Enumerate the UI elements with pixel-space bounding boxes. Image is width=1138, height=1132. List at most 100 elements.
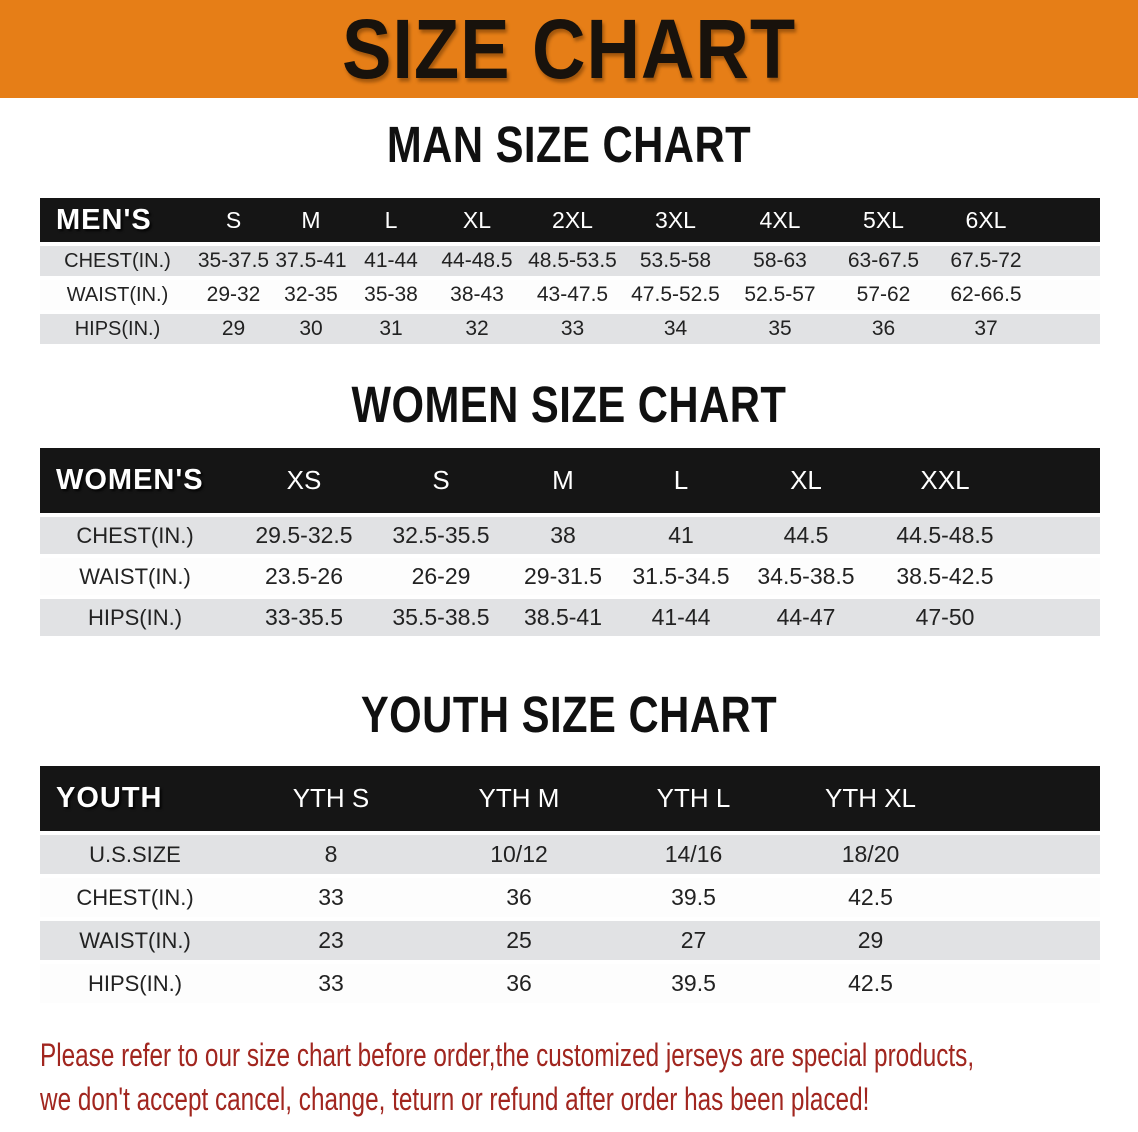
filler-cell — [1018, 517, 1100, 554]
table-row: HIPS(IN.) 33 36 39.5 42.5 — [40, 964, 1100, 1003]
table-cell: 37.5-41 — [275, 249, 347, 272]
row-label: HIPS(IN.) — [87, 970, 183, 996]
table-cell: 29 — [221, 317, 246, 340]
table-cell: 31 — [379, 317, 403, 340]
disclaimer-note: Please refer to our size chart before or… — [40, 1033, 1138, 1121]
table-row: U.S.SIZE 8 10/12 14/16 18/20 — [40, 835, 1100, 874]
header-row: WOMEN'S XS S M L XL XXL — [40, 448, 1100, 513]
table-cell: 44.5-48.5 — [896, 522, 994, 548]
table-cell: 44-48.5 — [441, 249, 513, 272]
table-row: WAIST(IN.) 23.5-26 26-29 29-31.5 31.5-34.5 34… — [40, 558, 1100, 595]
man-section-title: MAN SIZE CHART — [386, 117, 752, 174]
table-cell: 33 — [318, 884, 344, 910]
table-corner-label: MEN'S — [56, 203, 152, 236]
table-cell: 18/20 — [841, 841, 900, 867]
row-label: CHEST(IN.) — [76, 884, 194, 910]
table-corner-label: YOUTH — [56, 782, 163, 814]
filler-cell — [960, 921, 1100, 960]
table-row: WAIST(IN.) 23 25 27 29 — [40, 921, 1100, 960]
table-cell: 31.5-34.5 — [632, 563, 730, 589]
row-label: CHEST(IN.) — [64, 249, 171, 272]
table-cell: 43-47.5 — [536, 283, 609, 306]
column-header: 5XL — [863, 206, 904, 233]
column-header: XL — [462, 206, 492, 233]
table-cell: 27 — [680, 927, 707, 953]
table-row: CHEST(IN.) 33 36 39.5 42.5 — [40, 878, 1100, 917]
table-cell: 29-32 — [206, 283, 261, 306]
column-header: M — [301, 206, 321, 233]
table-cell: 38-43 — [450, 283, 504, 306]
table-cell: 26-29 — [411, 563, 471, 589]
row-label: U.S.SIZE — [89, 841, 181, 867]
column-header: XL — [790, 465, 822, 495]
column-header: 3XL — [655, 206, 696, 233]
banner: SIZE CHART — [0, 0, 1138, 98]
filler-cell — [1037, 314, 1100, 344]
table-cell: 32 — [465, 317, 489, 340]
table-cell: 29 — [857, 927, 884, 953]
table-cell: 36 — [871, 317, 896, 340]
column-header: XS — [286, 465, 322, 495]
filler-cell — [1018, 448, 1100, 513]
table-cell: 47.5-52.5 — [631, 283, 720, 306]
column-header: YTH M — [478, 783, 560, 813]
table-cell: 41 — [668, 522, 694, 548]
table-row: CHEST(IN.) 35-37.5 37.5-41 41-44 44-48.5 48.5… — [40, 246, 1100, 276]
row-label: WAIST(IN.) — [66, 283, 169, 306]
table-cell: 35-37.5 — [197, 249, 270, 272]
table-cell: 42.5 — [848, 970, 893, 996]
column-header: L — [384, 206, 398, 233]
filler-cell — [1037, 246, 1100, 276]
table-cell: 10/12 — [490, 841, 548, 867]
table-cell: 57-62 — [856, 283, 911, 306]
column-header: M — [552, 465, 574, 495]
table-cell: 29.5-32.5 — [255, 522, 353, 548]
row-label: HIPS(IN.) — [74, 317, 161, 340]
filler-cell — [960, 964, 1100, 1003]
youth-size-table: YOUTH YTH S YTH M YTH L YTH XL U.S.SIZE 8 10/12… — [40, 762, 1100, 1007]
women-size-table: WOMEN'S XS S M L XL XXL CHEST(IN.) 29.5-32.5 32.5… — [40, 444, 1100, 640]
men-size-table: MEN'S S M L XL 2XL 3XL 4XL 5XL 6XL CHEST(IN.) 35-37… — [40, 194, 1100, 348]
table-cell: 32-35 — [284, 283, 338, 306]
filler-cell — [1037, 280, 1100, 310]
table-cell: 42.5 — [848, 884, 893, 910]
column-header: YTH XL — [824, 783, 917, 813]
filler-cell — [960, 766, 1100, 831]
table-cell: 39.5 — [671, 970, 716, 996]
table-corner-label: WOMEN'S — [56, 464, 204, 496]
table-row: WAIST(IN.) 29-32 32-35 35-38 38-43 43-47.5 47.… — [40, 280, 1100, 310]
table-cell: 36 — [506, 970, 532, 996]
row-label: HIPS(IN.) — [87, 604, 183, 630]
column-header: S — [432, 465, 450, 495]
table-cell: 14/16 — [664, 841, 723, 867]
table-cell: 34.5-38.5 — [757, 563, 855, 589]
table-cell: 30 — [299, 317, 323, 340]
table-row: HIPS(IN.) 33-35.5 35.5-38.5 38.5-41 41-44 44-… — [40, 599, 1100, 636]
women-section-title: WOMEN SIZE CHART — [351, 377, 787, 434]
table-cell: 35.5-38.5 — [392, 604, 490, 630]
table-row: CHEST(IN.) 29.5-32.5 32.5-35.5 38 41 44.5 44.5… — [40, 517, 1100, 554]
table-cell: 36 — [506, 884, 532, 910]
table-cell: 41-44 — [364, 249, 418, 272]
filler-cell — [1018, 599, 1100, 636]
table-cell: 23.5-26 — [264, 563, 343, 589]
table-cell: 67.5-72 — [950, 249, 1022, 272]
row-label: WAIST(IN.) — [79, 563, 191, 589]
table-cell: 62-66.5 — [950, 283, 1022, 306]
column-header: 6XL — [965, 206, 1007, 233]
table-cell: 48.5-53.5 — [528, 249, 617, 272]
table-cell: 25 — [506, 927, 532, 953]
table-cell: 53.5-58 — [639, 249, 712, 272]
table-cell: 34 — [663, 317, 688, 340]
table-cell: 38.5-41 — [523, 604, 602, 630]
table-cell: 38.5-42.5 — [896, 563, 994, 589]
column-header: YTH L — [656, 783, 731, 813]
header-row: MEN'S S M L XL 2XL 3XL 4XL 5XL 6XL — [40, 198, 1100, 242]
table-cell: 23 — [318, 927, 344, 953]
filler-cell — [960, 878, 1100, 917]
table-cell: 52.5-57 — [744, 283, 816, 306]
column-header: S — [225, 206, 242, 233]
note-line-1: Please refer to our size chart before or… — [40, 1037, 975, 1073]
table-cell: 32.5-35.5 — [392, 522, 490, 548]
table-cell: 29-31.5 — [523, 563, 602, 589]
